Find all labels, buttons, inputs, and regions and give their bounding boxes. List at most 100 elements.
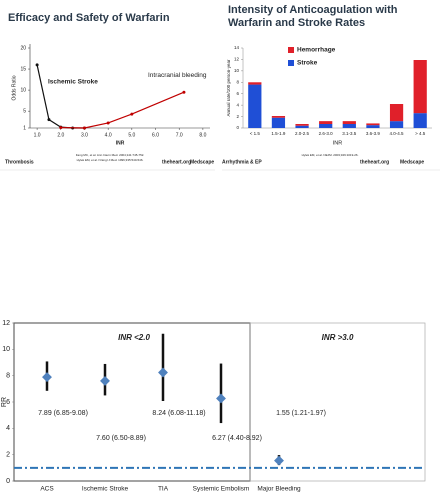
x-tick-label: 4.0-4.5: [390, 131, 405, 136]
chart-title: Efficacy and Safety of Warfarin: [8, 12, 170, 24]
logo: theheart.org: [360, 159, 389, 165]
legend-swatch: [288, 47, 294, 53]
x-tick-label: Systemic Embolism: [193, 486, 250, 493]
y-tick-label: 2: [236, 114, 239, 119]
bar: [271, 117, 286, 128]
y-axis-label: Annual rate/100 person-year: [226, 59, 231, 117]
annotation: INR <2.0: [118, 333, 150, 342]
footnote: Fang MC, et al. Ann Intern Med. 2004;141…: [76, 153, 145, 157]
bar: [342, 124, 356, 128]
footnote: Hylek EM, et al. NEJM. 2003;349:1019-26.: [302, 153, 359, 157]
bar: [413, 113, 427, 128]
annotation: INR >3.0: [322, 333, 354, 342]
point: [42, 372, 52, 383]
bar: [366, 125, 380, 128]
bar: [271, 116, 286, 118]
y-tick-label: 0: [6, 478, 10, 485]
y-tick-label: 6: [236, 91, 239, 96]
group-box: [249, 322, 426, 482]
y-tick-label: 8: [6, 373, 10, 380]
y-tick-label: 0: [236, 125, 239, 130]
x-tick-label: Major Bleeding: [257, 486, 301, 493]
x-tick-label: 2.0-2.5: [295, 131, 310, 136]
point: [274, 455, 284, 466]
x-tick-label: > 4.5: [415, 131, 426, 136]
legend-swatch: [288, 60, 294, 66]
x-tick-label: 8.0: [199, 132, 206, 138]
y-tick-label: 10: [20, 87, 26, 93]
bar: [248, 84, 262, 128]
y-tick-label: 20: [20, 45, 26, 51]
bar: [342, 121, 356, 124]
group-box: [13, 322, 251, 482]
x-tick-label: < 1.5: [250, 131, 261, 136]
bar: [413, 60, 427, 114]
point: [182, 90, 186, 94]
point: [100, 375, 110, 386]
x-tick-label: ACS: [40, 486, 54, 493]
point: [82, 126, 86, 130]
legend-label: Stroke: [297, 60, 318, 67]
point: [216, 393, 226, 404]
bar: [319, 124, 333, 128]
x-tick-label: 3.6-3.9: [366, 131, 381, 136]
x-tick-label: 1.0: [34, 132, 41, 138]
y-tick-label: 8: [236, 79, 239, 84]
x-tick-label: Ischemic Stroke: [82, 486, 129, 493]
series-label: Ischemic Stroke: [48, 78, 98, 85]
y-tick-label: 4: [6, 425, 10, 432]
x-axis-label: INR: [116, 140, 125, 146]
x-tick-label: 2.6-3.0: [319, 131, 334, 136]
y-axis-label: RR: [1, 397, 8, 407]
y-tick-label: 10: [2, 346, 10, 353]
x-tick-label: 5.0: [128, 132, 135, 138]
x-tick-label: 6.0: [152, 132, 159, 138]
legend-label: Hemorrhage: [297, 47, 336, 54]
logo: Medscape: [190, 159, 214, 165]
point: [130, 112, 134, 116]
y-tick-label: 12: [2, 320, 10, 327]
x-tick-label: 3.0: [81, 132, 88, 138]
series-label: Intracranial bleeding: [148, 72, 207, 79]
chart-title: Intensity of Anticoagulation with Warfar…: [228, 4, 398, 29]
x-tick-label: 3.1-3.5: [342, 131, 357, 136]
x-tick-label: 7.0: [176, 132, 183, 138]
bar: [295, 125, 309, 128]
value-label: 6.27 (4.40-8.92): [212, 435, 262, 442]
point: [158, 367, 168, 378]
value-label: 8.24 (6.08-11.18): [152, 410, 205, 417]
value-label: 1.55 (1.21-1.97): [276, 410, 326, 417]
point: [59, 126, 63, 130]
bar: [248, 82, 262, 85]
y-tick-label: 4: [236, 102, 239, 107]
logo: Arrhythmia & EP: [222, 159, 262, 165]
y-tick-label: 15: [20, 66, 26, 72]
x-tick-label: 2.0: [57, 132, 64, 138]
y-tick-label: 12: [234, 57, 240, 62]
x-tick-label: TIA: [158, 486, 169, 493]
y-tick-label: 6: [6, 399, 10, 406]
bar: [366, 123, 380, 126]
bar: [389, 104, 404, 122]
x-tick-label: 1.5-1.9: [271, 131, 286, 136]
bar: [319, 121, 333, 124]
value-label: 7.60 (6.50-8.89): [96, 435, 146, 442]
y-tick-label: 5: [23, 108, 26, 114]
x-tick-label: 4.0: [105, 132, 112, 138]
point: [106, 121, 110, 125]
point: [35, 63, 39, 67]
bar: [389, 121, 404, 128]
line: [36, 64, 85, 129]
value-label: 7.89 (6.85-9.08): [38, 410, 88, 417]
point: [47, 118, 51, 122]
y-tick-label: 14: [234, 45, 240, 50]
footnote: Hylek EM, et al. N Engl J Med. 1996;335:…: [77, 158, 144, 162]
line: [60, 91, 185, 129]
logo: Medscape: [400, 159, 424, 165]
logo: theheart.org: [162, 159, 191, 165]
y-axis-label: Odds Ratio: [11, 75, 17, 100]
logo: Thrombosis: [5, 159, 34, 165]
y-tick-label: 10: [234, 68, 240, 73]
